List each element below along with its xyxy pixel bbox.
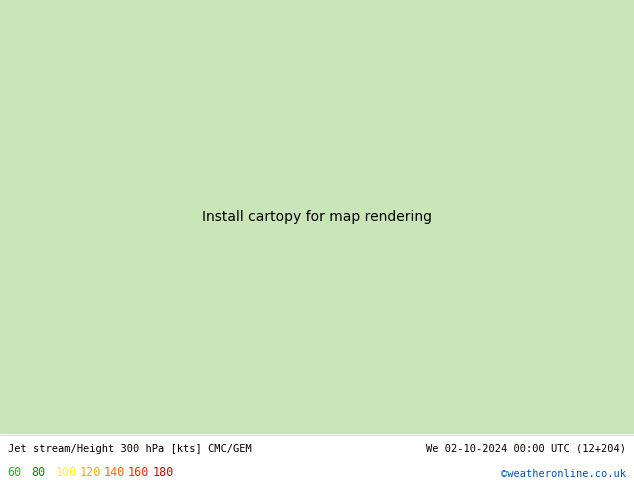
Text: Install cartopy for map rendering: Install cartopy for map rendering <box>202 210 432 224</box>
Text: Jet stream/Height 300 hPa [kts] CMC/GEM: Jet stream/Height 300 hPa [kts] CMC/GEM <box>8 444 251 454</box>
Text: ©weatheronline.co.uk: ©weatheronline.co.uk <box>501 469 626 479</box>
Text: 180: 180 <box>152 466 174 479</box>
Text: 160: 160 <box>128 466 150 479</box>
Text: 60: 60 <box>8 466 22 479</box>
Text: 140: 140 <box>104 466 126 479</box>
Text: 80: 80 <box>32 466 46 479</box>
Text: 120: 120 <box>80 466 101 479</box>
Text: We 02-10-2024 00:00 UTC (12+204): We 02-10-2024 00:00 UTC (12+204) <box>427 444 626 454</box>
Text: 100: 100 <box>56 466 77 479</box>
